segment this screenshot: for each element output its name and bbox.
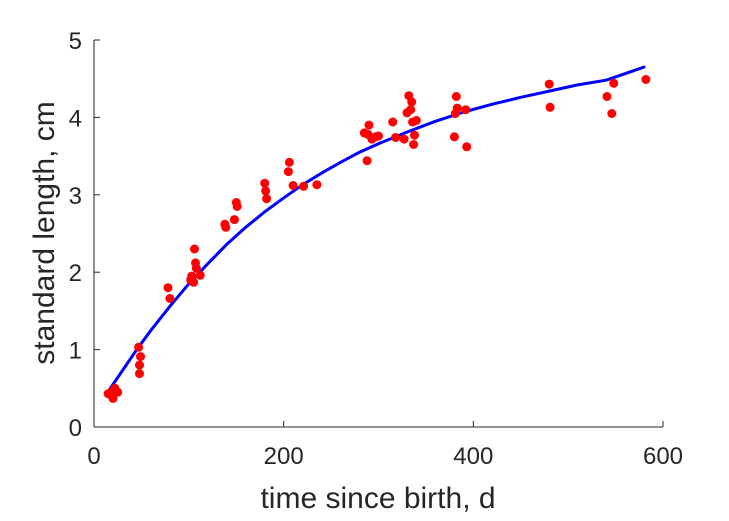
data-point: [388, 117, 398, 127]
x-axis-title: time since birth, d: [260, 482, 495, 515]
fitted-curve-layer: [106, 65, 646, 393]
y-tick-label: 4: [69, 105, 82, 132]
data-point: [449, 132, 459, 142]
data-point: [195, 270, 205, 280]
data-point: [135, 360, 144, 370]
data-point: [410, 130, 419, 140]
data-point: [163, 283, 173, 293]
data-points-layer: [103, 75, 651, 403]
data-point: [362, 156, 372, 166]
x-tick-label: 400: [453, 443, 493, 470]
data-point: [134, 342, 144, 352]
data-point: [232, 201, 242, 211]
data-point: [262, 194, 272, 204]
y-tick-label: 1: [69, 338, 82, 365]
data-point: [461, 105, 471, 115]
x-ticks: 0 200 400 600: [87, 421, 683, 470]
data-point: [399, 134, 409, 144]
y-tick-label: 0: [69, 415, 82, 442]
data-point: [545, 102, 555, 112]
data-point: [609, 78, 619, 88]
data-point: [136, 352, 145, 362]
y-ticks: 0 1 2 3 4 5: [69, 28, 100, 442]
data-point: [406, 105, 416, 115]
data-point: [544, 79, 554, 89]
axes: [93, 40, 663, 428]
y-tick-label: 2: [69, 260, 82, 287]
x-tick-label: 600: [643, 443, 683, 470]
data-point: [364, 120, 374, 130]
data-point: [407, 97, 417, 107]
data-point: [113, 387, 123, 397]
data-point: [391, 133, 401, 142]
y-tick-label: 5: [69, 28, 82, 55]
data-point: [409, 140, 419, 149]
x-tick-label: 200: [264, 443, 304, 470]
x-tick-label: 0: [87, 443, 100, 470]
data-point: [221, 222, 231, 232]
data-point: [451, 92, 461, 101]
data-point: [607, 109, 617, 118]
data-point: [284, 157, 294, 167]
data-point: [462, 142, 472, 152]
data-point: [190, 244, 199, 254]
data-point: [411, 116, 421, 125]
data-point: [312, 180, 322, 190]
fitted-curve-line: [106, 65, 646, 393]
data-point: [283, 167, 293, 177]
data-point: [288, 181, 298, 190]
data-point: [602, 92, 612, 101]
data-point: [108, 393, 118, 403]
data-point: [299, 181, 309, 191]
data-point: [452, 103, 462, 113]
data-point: [165, 294, 175, 303]
y-axis-title: standard length, cm: [28, 101, 61, 364]
data-point: [261, 186, 271, 196]
y-tick-label: 3: [69, 183, 82, 210]
data-point: [260, 178, 270, 188]
data-point: [135, 369, 144, 379]
data-point: [641, 75, 651, 84]
data-point: [189, 277, 199, 287]
data-point: [374, 131, 383, 141]
data-point: [191, 263, 201, 273]
data-point: [229, 215, 239, 225]
